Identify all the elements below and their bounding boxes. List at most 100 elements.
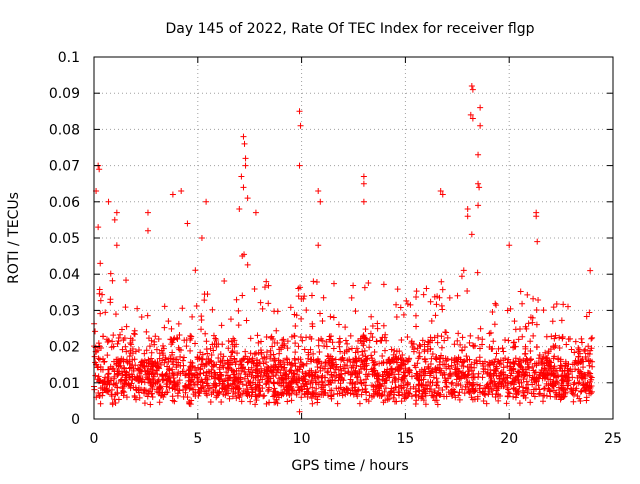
data-point (321, 374, 328, 381)
data-point (542, 355, 549, 362)
data-point (504, 393, 511, 400)
data-point (314, 396, 321, 403)
data-point (315, 342, 322, 349)
data-point (196, 388, 203, 395)
y-tick-label: 0 (71, 412, 80, 428)
data-point (122, 304, 129, 311)
data-point (327, 313, 334, 320)
data-point (265, 373, 272, 380)
data-point (493, 350, 500, 357)
data-point (108, 377, 115, 384)
data-point (122, 343, 129, 350)
data-point (360, 332, 367, 339)
data-point (523, 369, 530, 376)
data-point (139, 361, 146, 368)
data-point (477, 122, 484, 129)
data-point (314, 373, 321, 380)
data-point (92, 328, 99, 335)
data-point (183, 337, 190, 344)
data-point (203, 361, 210, 368)
data-point (516, 360, 523, 367)
data-point (582, 346, 589, 353)
data-point (462, 371, 469, 378)
data-point (393, 301, 400, 308)
data-point (201, 291, 208, 298)
data-point (170, 372, 177, 379)
data-point (547, 363, 554, 370)
data-point (486, 359, 493, 366)
data-point (514, 388, 521, 395)
data-point (99, 380, 106, 387)
data-point (108, 386, 115, 393)
data-point (368, 352, 375, 359)
data-point (279, 390, 286, 397)
data-point (506, 242, 513, 249)
data-point (102, 309, 109, 316)
data-point (363, 336, 370, 343)
data-point (572, 338, 579, 345)
data-point (239, 252, 246, 259)
data-point (112, 311, 119, 318)
data-point (585, 357, 592, 364)
data-point (527, 348, 534, 354)
data-point (560, 301, 567, 308)
data-point (206, 385, 213, 392)
data-point (363, 396, 370, 403)
data-point (405, 369, 412, 376)
data-point (355, 386, 362, 393)
data-point (484, 381, 491, 388)
data-point (455, 354, 462, 361)
data-point (504, 359, 511, 366)
data-point (353, 345, 360, 352)
data-point (505, 337, 512, 344)
data-point (92, 372, 99, 379)
data-point (292, 349, 299, 356)
data-point (338, 356, 345, 363)
data-point (187, 347, 194, 354)
data-point (370, 359, 377, 366)
data-point (192, 267, 199, 274)
data-point (337, 363, 344, 370)
data-point (551, 344, 558, 351)
data-point (261, 392, 268, 399)
data-point (510, 393, 517, 400)
data-point (292, 322, 299, 329)
data-point (491, 383, 498, 390)
data-point (213, 383, 220, 390)
data-point (468, 374, 475, 381)
data-point (424, 385, 431, 392)
data-point (386, 395, 393, 402)
data-point (278, 346, 285, 353)
data-point (556, 334, 563, 341)
data-point (203, 338, 210, 345)
data-point (460, 363, 467, 370)
data-point (280, 357, 287, 364)
data-point (404, 301, 411, 308)
data-point (105, 370, 112, 377)
data-point (388, 346, 395, 353)
data-point (362, 386, 369, 393)
data-point (451, 357, 458, 364)
data-point (376, 392, 383, 399)
data-point (332, 356, 339, 363)
data-point (307, 346, 314, 353)
data-point (215, 375, 222, 382)
data-point (544, 371, 551, 378)
data-point (248, 364, 255, 371)
data-point (328, 372, 335, 379)
data-point (297, 333, 304, 340)
data-point (207, 399, 214, 406)
data-point (459, 334, 466, 341)
data-point (568, 346, 575, 353)
data-point (324, 369, 331, 376)
data-point (395, 367, 402, 374)
data-point (568, 386, 575, 393)
data-point (445, 363, 452, 370)
data-point (252, 401, 259, 408)
data-point (408, 338, 415, 345)
data-point (123, 323, 130, 330)
data-point (506, 363, 513, 370)
data-point (377, 337, 384, 344)
data-point (359, 348, 366, 355)
data-point (240, 184, 247, 191)
